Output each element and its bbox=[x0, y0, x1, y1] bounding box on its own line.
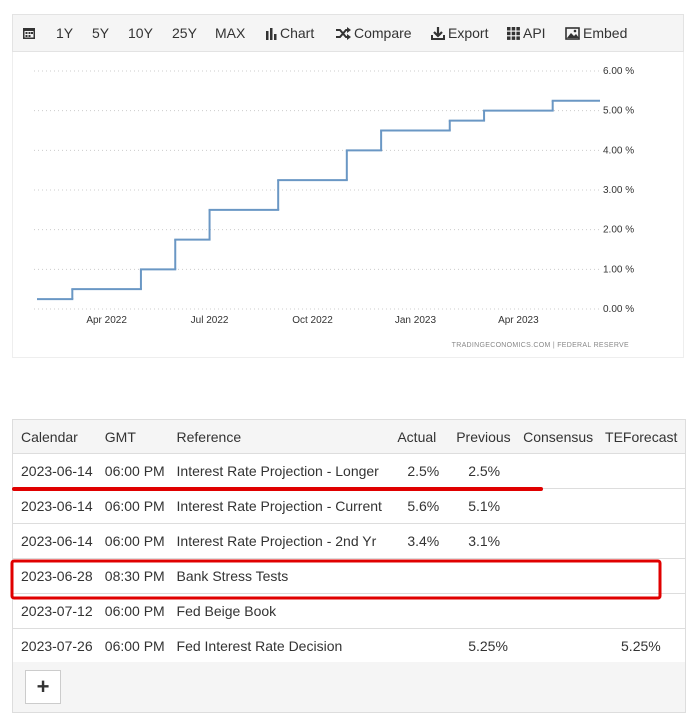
cell-time: 06:00 PM bbox=[104, 628, 177, 664]
compare-button[interactable]: Compare bbox=[335, 25, 412, 41]
cell-time: 08:30 PM bbox=[104, 558, 177, 594]
cell-consensus bbox=[523, 593, 606, 629]
cell-previous bbox=[456, 593, 524, 629]
cell-date: 2023-06-14 bbox=[13, 523, 105, 559]
chart-source: TRADINGECONOMICS.COM | FEDERAL RESERVE bbox=[452, 342, 629, 349]
range-button[interactable]: MAX bbox=[215, 25, 246, 41]
column-header: Previous bbox=[456, 420, 524, 454]
cell-actual: 2.5% bbox=[397, 453, 457, 489]
x-tick-label: Oct 2022 bbox=[292, 315, 333, 326]
table-row: 2023-06-14 06:00 PM Interest Rate Projecti… bbox=[13, 453, 685, 489]
table-row: 2023-07-26 06:00 PM Fed Interest Rate Deci… bbox=[13, 628, 685, 664]
range-button[interactable]: 5Y bbox=[92, 25, 110, 41]
column-header: Actual bbox=[397, 420, 457, 454]
column-header: Calendar bbox=[13, 420, 105, 454]
chart: TRADINGECONOMICS.COM | FEDERAL RESERVE 0… bbox=[34, 66, 634, 349]
cell-teforecast bbox=[605, 558, 685, 594]
table-row: 2023-06-28 08:30 PM Bank Stress Tests bbox=[13, 558, 685, 594]
cell-previous: 3.1% bbox=[456, 523, 524, 559]
cell-actual: 5.6% bbox=[397, 488, 457, 524]
label: Compare bbox=[354, 25, 412, 41]
cell-consensus bbox=[523, 628, 606, 664]
cell-reference: Bank Stress Tests bbox=[176, 558, 398, 594]
export-button[interactable]: Export bbox=[431, 25, 488, 41]
x-tick-label: Jul 2022 bbox=[191, 315, 229, 326]
cell-reference: Interest Rate Projection - Current bbox=[176, 488, 398, 524]
cell-time: 06:00 PM bbox=[104, 523, 177, 559]
y-tick-label: 6.00 % bbox=[603, 66, 634, 77]
cell-date: 2023-06-28 bbox=[13, 558, 105, 594]
table-row: 2023-07-12 06:00 PM Fed Beige Book bbox=[13, 593, 685, 629]
cell-previous bbox=[456, 558, 524, 594]
label: Chart bbox=[280, 25, 315, 41]
x-tick-label: Jan 2023 bbox=[395, 315, 437, 326]
column-header: Reference bbox=[176, 420, 398, 454]
cell-previous: 2.5% bbox=[456, 453, 524, 489]
cell-date: 2023-07-26 bbox=[13, 628, 105, 664]
cell-date: 2023-06-14 bbox=[13, 453, 105, 489]
calendar-table: Calendar GMT Reference Actual Previous Consen… bbox=[12, 419, 686, 713]
api-button[interactable]: API bbox=[507, 25, 546, 41]
table-row: 2023-06-14 06:00 PM Interest Rate Projecti… bbox=[13, 523, 685, 559]
label: Embed bbox=[583, 25, 628, 41]
cell-actual bbox=[397, 558, 457, 594]
calendar-button[interactable] bbox=[22, 25, 39, 41]
range-button[interactable]: 25Y bbox=[172, 25, 197, 41]
table-footer: + bbox=[13, 662, 685, 712]
cell-consensus bbox=[523, 558, 606, 594]
cell-reference: Interest Rate Projection - Longer bbox=[176, 453, 398, 489]
y-tick-label: 0.00 % bbox=[603, 304, 634, 315]
label: Export bbox=[448, 25, 489, 41]
range-button[interactable]: 10Y bbox=[128, 25, 153, 41]
range-button[interactable]: 1Y bbox=[56, 25, 74, 41]
table: Calendar GMT Reference Actual Previous Consen… bbox=[13, 420, 685, 664]
cell-actual: 3.4% bbox=[397, 523, 457, 559]
cell-teforecast bbox=[605, 453, 685, 489]
y-tick-label: 1.00 % bbox=[603, 264, 634, 275]
embed-button[interactable]: Embed bbox=[565, 25, 627, 41]
column-header: Consensus bbox=[523, 420, 606, 454]
chart-button[interactable]: Chart bbox=[265, 25, 314, 41]
column-header: TEForecast bbox=[605, 420, 685, 454]
cell-previous: 5.25% bbox=[456, 628, 524, 664]
cell-actual bbox=[397, 628, 457, 664]
cell-date: 2023-07-12 bbox=[13, 593, 105, 629]
cell-time: 06:00 PM bbox=[104, 453, 177, 489]
cell-consensus bbox=[523, 488, 606, 524]
cell-teforecast bbox=[605, 593, 685, 629]
cell-reference: Fed Interest Rate Decision bbox=[176, 628, 398, 664]
cell-reference: Interest Rate Projection - 2nd Yr bbox=[176, 523, 398, 559]
cell-actual bbox=[397, 593, 457, 629]
add-button[interactable]: + bbox=[25, 670, 61, 704]
cell-time: 06:00 PM bbox=[104, 593, 177, 629]
cell-teforecast bbox=[605, 523, 685, 559]
cell-teforecast bbox=[605, 488, 685, 524]
table-row: 2023-06-14 06:00 PM Interest Rate Projecti… bbox=[13, 488, 685, 524]
cell-date: 2023-06-14 bbox=[13, 488, 105, 524]
cell-teforecast: 5.25% bbox=[605, 628, 685, 664]
chart-panel: TRADINGECONOMICS.COM | FEDERAL RESERVE 0… bbox=[12, 52, 684, 358]
column-header: GMT bbox=[104, 420, 177, 454]
cell-consensus bbox=[523, 453, 606, 489]
label: API bbox=[523, 25, 546, 41]
y-tick-label: 2.00 % bbox=[603, 225, 634, 236]
cell-previous: 5.1% bbox=[456, 488, 524, 524]
x-tick-label: Apr 2022 bbox=[86, 315, 127, 326]
y-tick-label: 5.00 % bbox=[603, 106, 634, 117]
cell-consensus bbox=[523, 523, 606, 559]
cell-time: 06:00 PM bbox=[104, 488, 177, 524]
x-tick-label: Apr 2023 bbox=[498, 315, 539, 326]
cell-reference: Fed Beige Book bbox=[176, 593, 398, 629]
y-tick-label: 4.00 % bbox=[603, 145, 634, 156]
toolbar: 1Y 5Y 10Y 25Y MAX Chart Compare Export A… bbox=[12, 14, 684, 52]
y-tick-label: 3.00 % bbox=[603, 185, 634, 196]
